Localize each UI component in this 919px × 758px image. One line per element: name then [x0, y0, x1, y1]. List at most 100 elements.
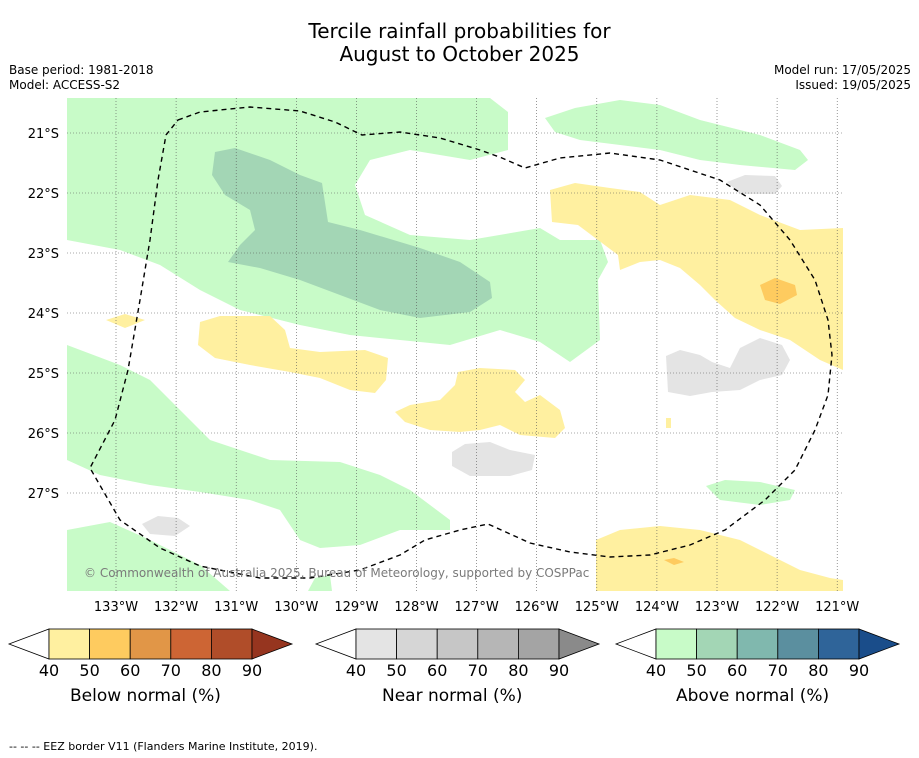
below-normal-50-region: [760, 278, 797, 304]
lon-label: 133°W: [94, 600, 138, 615]
title-line-1: Tercile rainfall probabilities for: [308, 19, 611, 43]
above-normal-region: [706, 480, 795, 505]
lon-label: 131°W: [214, 600, 258, 615]
below-normal-region: [666, 418, 671, 428]
lat-label: 25°S: [28, 367, 59, 382]
lon-label: 128°W: [394, 600, 438, 615]
near-normal-region: [452, 442, 535, 476]
graticule: [67, 98, 843, 591]
near-normal-label: Near normal (%): [382, 686, 523, 706]
colorbar-segment: [89, 628, 131, 660]
lat-label: 26°S: [28, 427, 59, 442]
lon-label: 126°W: [515, 600, 559, 615]
model-run: Model run: 17/05/2025: [773, 63, 911, 77]
colorbar: 40 50 60 70 80 90: [614, 628, 901, 680]
colorbar-tick-label: 80: [808, 661, 828, 680]
colorbar-tick-label: 70: [768, 661, 788, 680]
colorbar-tick-label: 60: [727, 661, 747, 680]
below-normal-region: [106, 314, 145, 328]
colorbar-segment: [655, 628, 697, 660]
map-title: Tercile rainfall probabilities for Augus…: [0, 20, 919, 66]
lon-label: 124°W: [635, 600, 679, 615]
colorbar-tick-label: 60: [427, 661, 447, 680]
above-normal-region: [67, 522, 230, 591]
lat-label: 24°S: [28, 307, 59, 322]
above-normal-label: Above normal (%): [676, 686, 830, 706]
colorbar-segment: [396, 628, 438, 660]
probability-fields: [67, 98, 843, 591]
colorbar-segment: [777, 628, 819, 660]
below-normal-region: [395, 368, 565, 438]
colorbar-over-extension: [858, 628, 901, 660]
colorbar-over-extension: [558, 628, 601, 660]
issued-date: Issued: 19/05/2025: [795, 78, 911, 92]
above-normal-region: [67, 345, 450, 548]
colorbar-segment: [48, 628, 90, 660]
colorbar-segment: [477, 628, 519, 660]
colorbar-tick-label: 40: [646, 661, 666, 680]
colorbar-over-extension: [251, 628, 294, 660]
colorbar-tick-label: 40: [346, 661, 366, 680]
model-name: Model: ACCESS-S2: [9, 78, 121, 92]
colorbar-segment: [518, 628, 560, 660]
near-normal-region: [142, 516, 190, 536]
below-normal-label: Below normal (%): [70, 686, 221, 706]
lat-label: 21°S: [28, 127, 59, 142]
copyright-notice: © Commonwealth of Australia 2025, Bureau…: [84, 566, 589, 580]
colorbar-tick-label: 90: [242, 661, 262, 680]
colorbar-tick-label: 50: [686, 661, 706, 680]
colorbar-tick-label: 80: [201, 661, 221, 680]
longitude-labels: 133°W 132°W 131°W 130°W 129°W 128°W 127°W 126°W…: [94, 600, 860, 615]
lon-label: 125°W: [575, 600, 619, 615]
colorbar-segment: [436, 628, 479, 660]
above-normal-region: [308, 575, 332, 591]
colorbar-tick-label: 80: [508, 661, 528, 680]
colorbar: 40 50 60 70 80 90: [7, 628, 294, 680]
colorbar-segment: [736, 628, 779, 660]
below-normal-region: [198, 316, 388, 393]
lon-label: 122°W: [755, 600, 799, 615]
below-normal-region: [550, 183, 843, 370]
lat-label: 22°S: [28, 187, 59, 202]
above-normal-region: [545, 100, 808, 170]
below-normal-region: [596, 526, 843, 591]
colorbar-under-extension: [7, 628, 50, 660]
base-period: Base period: 1981-2018: [9, 63, 154, 77]
below-normal-50-region: [664, 558, 684, 565]
colorbar-legends: 40 50 60 70 80 90 40 50 60 70 80 90 40 50 60 70 80 90: [7, 628, 901, 680]
above-normal-50-region: [212, 148, 492, 318]
colorbar-segment: [170, 628, 212, 660]
eez-border: [89, 106, 833, 579]
lat-label: 27°S: [28, 487, 59, 502]
lon-label: 121°W: [815, 600, 859, 615]
lon-label: 129°W: [334, 600, 378, 615]
near-normal-region: [727, 175, 782, 194]
lon-label: 132°W: [154, 600, 198, 615]
meta-right: Model run: 17/05/2025 Issued: 19/05/2025: [774, 63, 911, 93]
title-line-2: August to October 2025: [339, 42, 580, 66]
lon-label: 127°W: [455, 600, 499, 615]
colorbar-tick-label: 50: [386, 661, 406, 680]
colorbar-tick-label: 70: [161, 661, 181, 680]
eez-footnote: -- -- -- EEZ border V11 (Flanders Marine…: [9, 740, 318, 753]
colorbar-tick-label: 70: [468, 661, 488, 680]
lon-label: 130°W: [274, 600, 318, 615]
colorbar-tick-label: 90: [849, 661, 869, 680]
latitude-labels: 21°S 22°S 23°S 24°S 25°S 26°S 27°S: [28, 127, 59, 502]
colorbar-segment: [355, 628, 397, 660]
colorbar-segment: [210, 628, 253, 660]
colorbar-segment: [696, 628, 738, 660]
colorbar-tick-label: 40: [39, 661, 59, 680]
colorbar-under-extension: [314, 628, 357, 660]
colorbar-under-extension: [614, 628, 657, 660]
colorbar-tick-label: 60: [120, 661, 140, 680]
colorbar-segment: [818, 628, 860, 660]
colorbar-segment: [129, 628, 172, 660]
lon-label: 123°W: [695, 600, 739, 615]
colorbar: 40 50 60 70 80 90: [314, 628, 601, 680]
lat-label: 23°S: [28, 247, 59, 262]
colorbar-tick-label: 90: [549, 661, 569, 680]
colorbar-tick-label: 50: [79, 661, 99, 680]
near-normal-region: [666, 338, 790, 396]
